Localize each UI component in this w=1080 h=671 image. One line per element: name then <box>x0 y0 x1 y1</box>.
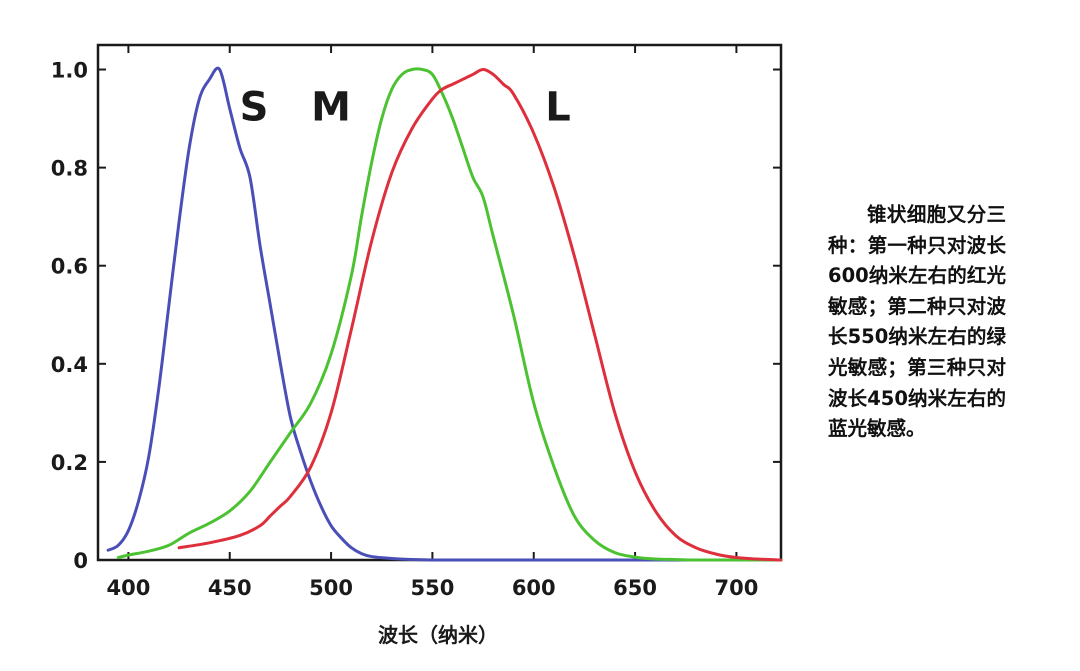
annotation-l: L <box>545 84 571 130</box>
x-tick-label: 650 <box>613 576 657 600</box>
series-lines <box>106 66 783 562</box>
series-line-s <box>106 66 783 562</box>
plot-frame <box>96 43 783 562</box>
y-tick-label: 0.2 <box>51 451 88 475</box>
series-line-l <box>177 68 783 562</box>
x-axis-title: 波长（纳米） <box>378 623 498 647</box>
annotation-m: M <box>311 84 351 130</box>
y-tick-label: 0.8 <box>51 157 88 181</box>
y-axis-ticks: 0 0.2 0.4 0.6 0.8 1.0 <box>51 59 781 573</box>
y-tick-label: 0 <box>73 549 88 573</box>
x-tick-label: 600 <box>512 576 556 600</box>
x-tick-label: 700 <box>714 576 758 600</box>
x-tick-label: 500 <box>309 576 353 600</box>
y-tick-label: 0.6 <box>51 255 88 279</box>
y-tick-label: 1.0 <box>51 59 88 83</box>
annotation-s: S <box>240 84 269 130</box>
y-tick-label: 0.4 <box>51 353 88 377</box>
x-tick-label: 550 <box>410 576 454 600</box>
caption-text: 锥状细胞又分三种：第一种只对波长600纳米左右的红光敏感；第二种只对波长550纳… <box>828 203 1006 441</box>
x-tick-label: 400 <box>106 576 150 600</box>
series-line-m <box>116 67 783 562</box>
x-tick-label: 450 <box>208 576 252 600</box>
x-axis-ticks: 400 450 500 550 600 650 700 <box>106 45 758 600</box>
